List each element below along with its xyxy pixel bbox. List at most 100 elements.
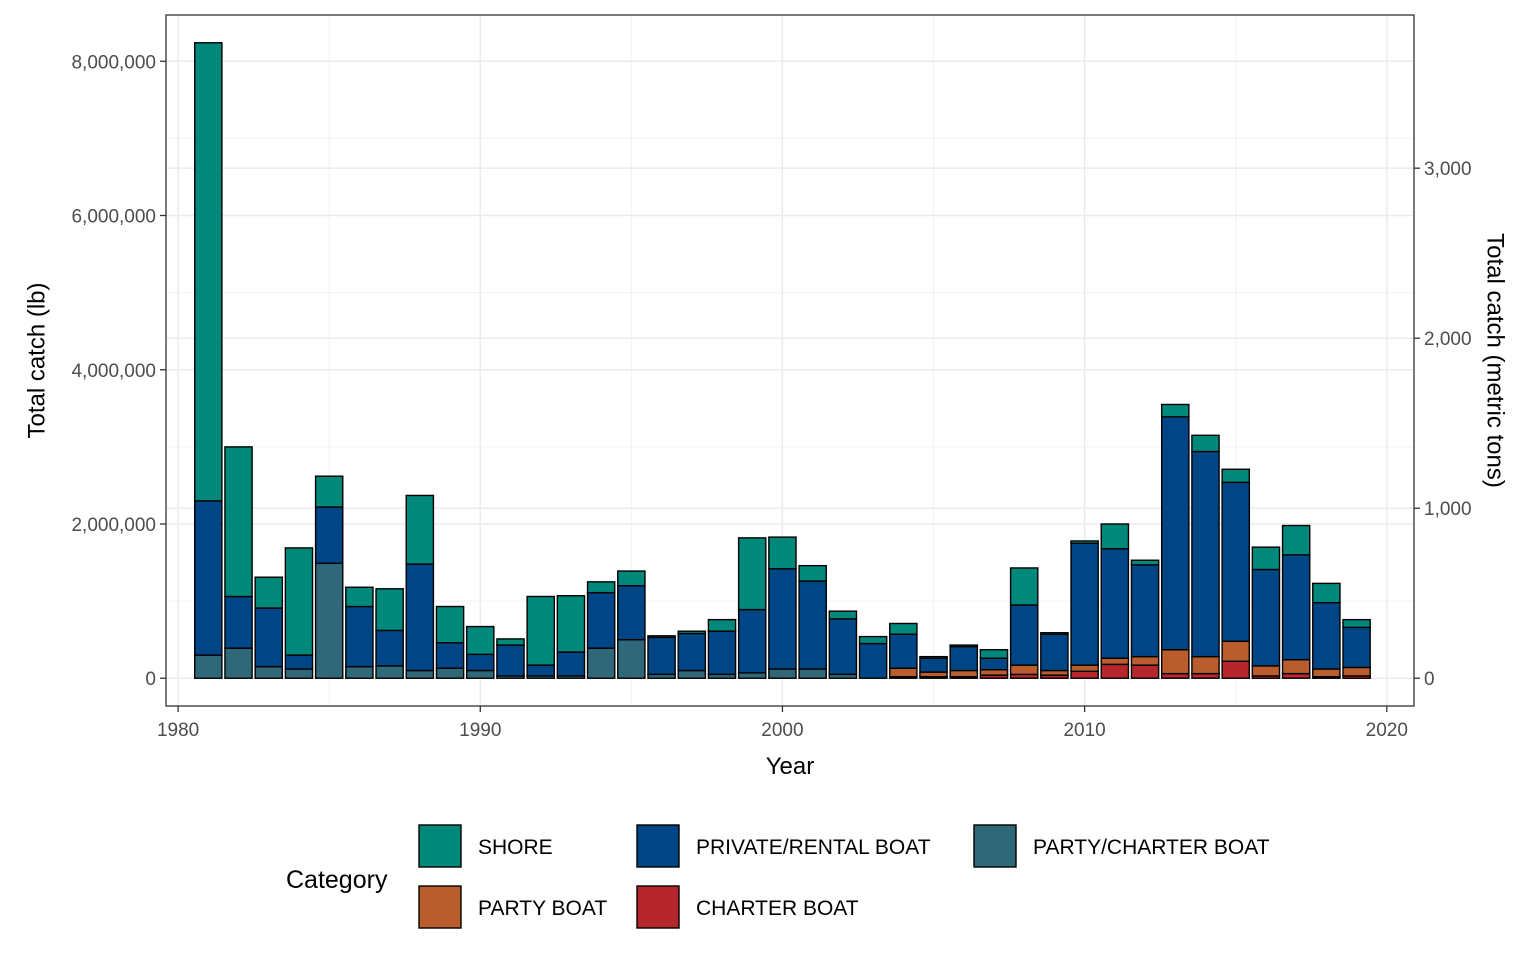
x-tick-label: 2000	[761, 720, 803, 741]
bar-party-boat	[1221, 640, 1251, 662]
bar-shore	[224, 446, 253, 598]
bar-private-rental-boat	[768, 568, 797, 670]
bar-party-charter-boat	[224, 647, 253, 679]
bar-party-charter-boat	[798, 668, 827, 679]
legend-label-private-rental-boat: PRIVATE/RENTAL BOAT	[696, 836, 931, 859]
bar-shore	[1160, 403, 1190, 418]
bar-private-rental-boat	[1070, 542, 1099, 666]
bar-shore	[496, 638, 525, 646]
bar-party-charter-boat	[254, 665, 284, 679]
y-tick-label: 0	[145, 669, 156, 690]
bar-shore	[647, 635, 676, 639]
bar-party-charter-boat	[586, 647, 616, 679]
legend-label-party-boat: PARTY BOAT	[478, 897, 607, 920]
legend-swatch-party-boat	[418, 885, 462, 929]
bar-party-boat	[1342, 666, 1371, 677]
bar-private-rental-boat	[647, 636, 676, 676]
bar-shore	[314, 475, 344, 508]
bar-charter-boat	[1070, 670, 1099, 679]
bar-shore	[465, 625, 495, 656]
bar-private-rental-boat	[949, 645, 979, 672]
x-tick-label: 1980	[157, 720, 199, 741]
bar-private-rental-boat	[617, 584, 646, 641]
legend-label-shore: SHORE	[478, 836, 553, 859]
plot-panel-border	[165, 14, 1415, 707]
bar-shore	[345, 586, 374, 608]
bar-party-charter-boat	[737, 672, 767, 679]
y2-tick-label: 2,000	[1424, 329, 1472, 350]
bar-party-boat	[1251, 665, 1281, 677]
bar-private-rental-boat	[1312, 601, 1341, 670]
bar-shore	[979, 649, 1009, 659]
bar-shore	[1191, 434, 1220, 453]
bar-private-rental-boat	[1130, 564, 1160, 658]
legend-swatch-private-rental-boat	[636, 824, 680, 868]
bar-private-rental-boat	[737, 608, 767, 674]
bar-private-rental-boat	[284, 654, 314, 670]
bar-shore	[1070, 540, 1099, 544]
bar-shore	[405, 494, 435, 565]
bar-private-rental-boat	[707, 630, 737, 676]
bar-party-charter-boat	[617, 638, 646, 679]
bar-party-boat	[1160, 649, 1190, 675]
bar-shore	[1312, 582, 1341, 604]
bar-shore	[1221, 468, 1251, 484]
bar-shore	[1040, 632, 1069, 635]
bar-private-rental-boat	[979, 657, 1009, 671]
legend-swatch-party-charter-boat	[973, 824, 1017, 868]
bar-shore	[707, 618, 737, 632]
bar-party-charter-boat	[284, 668, 314, 679]
y-axis-title: Total catch (lb)	[23, 282, 50, 438]
bar-party-boat	[1100, 657, 1130, 666]
bar-shore	[1342, 618, 1371, 629]
bar-shore	[284, 547, 314, 656]
bar-shore	[858, 635, 888, 645]
x-tick-label: 2010	[1063, 720, 1105, 741]
y-tick-label: 6,000,000	[71, 207, 156, 228]
x-axis: 1980 1990 2000 2010 2020	[157, 706, 1408, 741]
bar-private-rental-boat	[677, 632, 707, 672]
bar-private-rental-boat	[556, 651, 586, 677]
bar-party-charter-boat	[465, 669, 495, 679]
x-tick-label: 2020	[1366, 720, 1408, 741]
bar-party-boat	[1130, 655, 1160, 666]
legend-label-charter-boat: CHARTER BOAT	[696, 897, 859, 920]
bar-private-rental-boat	[586, 591, 616, 649]
bar-party-charter-boat	[435, 667, 465, 679]
bar-shore	[949, 644, 979, 648]
bar-party-boat	[1312, 668, 1341, 678]
bar-party-charter-boat	[405, 669, 435, 679]
y-tick-label: 2,000,000	[71, 515, 156, 536]
bar-shore	[435, 605, 465, 644]
legend-label-party-charter-boat: PARTY/CHARTER BOAT	[1033, 836, 1270, 859]
bar-party-boat	[1191, 655, 1220, 675]
y2-axis: 0 1,000 2,000 3,000	[1414, 159, 1472, 690]
bar-private-rental-boat	[496, 644, 525, 677]
bar-party-charter-boat	[314, 562, 344, 679]
legend: Category SHORE PRIVATE/RENTAL BOAT PARTY/C…	[286, 824, 1270, 929]
bar-party-boat	[889, 667, 918, 678]
bar-party-boat	[1070, 664, 1099, 672]
bar-private-rental-boat	[224, 595, 253, 649]
bar-shore	[254, 576, 284, 609]
bar-charter-boat	[1130, 664, 1160, 679]
bar-shore	[677, 630, 707, 635]
bar-shore	[1100, 523, 1130, 550]
bar-private-rental-boat	[858, 642, 888, 679]
bar-private-rental-boat	[1009, 604, 1039, 666]
bar-shore	[798, 564, 827, 582]
bar-private-rental-boat	[828, 618, 858, 676]
bar-party-charter-boat	[345, 665, 374, 679]
bar-private-rental-boat	[1251, 568, 1281, 667]
legend-title: Category	[286, 866, 388, 894]
bar-shore	[1130, 559, 1160, 566]
bars	[194, 42, 1371, 679]
bar-shore	[889, 622, 918, 635]
y-axis: 0 2,000,000 4,000,000 6,000,000 8,000,000	[71, 52, 166, 690]
bar-private-rental-boat	[1100, 547, 1130, 659]
bar-private-rental-boat	[889, 633, 918, 669]
bar-private-rental-boat	[1160, 416, 1190, 651]
bar-shore	[768, 536, 797, 570]
bar-private-rental-boat	[1281, 554, 1311, 661]
